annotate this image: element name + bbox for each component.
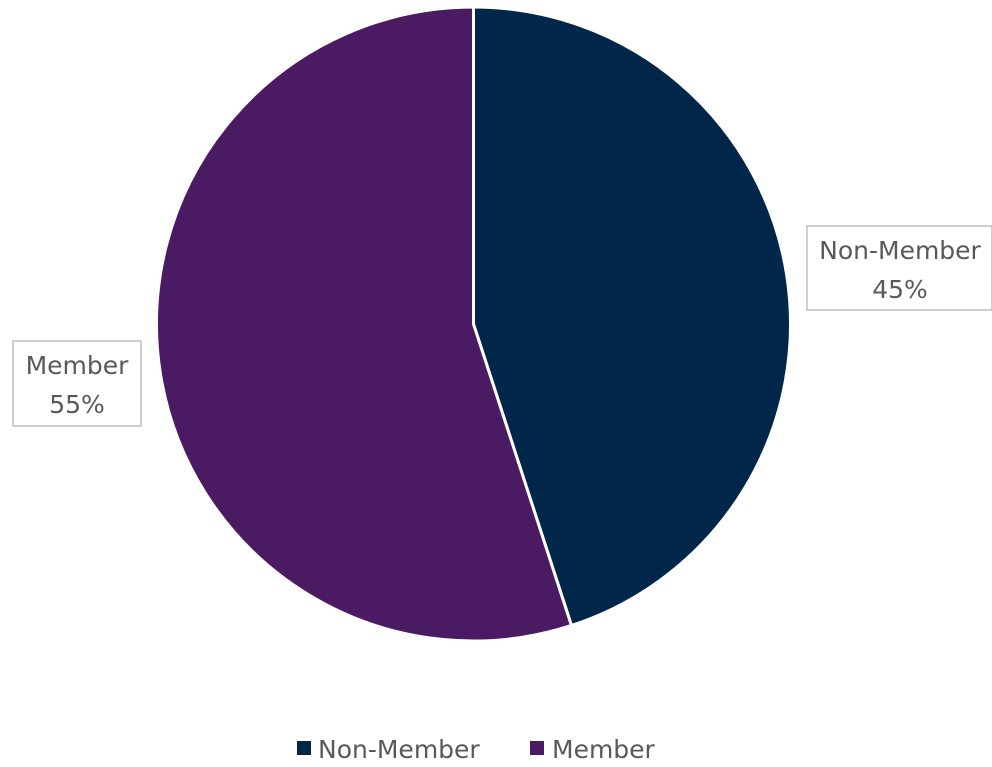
- legend-label-non-member: Non-Member: [318, 735, 480, 764]
- legend-swatch-non-member: [297, 741, 311, 755]
- data-label-non-member-box: [806, 225, 992, 311]
- data-label-member-category: Member: [26, 351, 130, 380]
- legend-label-member: Member: [552, 735, 656, 764]
- data-label-member: Member 55%: [12, 340, 142, 427]
- data-label-non-member-value: 45%: [872, 275, 928, 304]
- pie-slice-member: [155, 5, 573, 643]
- data-label-non-member-category: Non-Member: [819, 236, 981, 265]
- data-label-non-member: Non-Member 45%: [806, 225, 992, 311]
- legend-item-member: Member: [530, 735, 656, 764]
- pie-slice-non-member: [472, 5, 792, 627]
- data-label-member-box: [12, 340, 142, 427]
- legend-swatch-member: [530, 741, 544, 755]
- legend-item-non-member: Non-Member: [297, 735, 480, 764]
- pie-slices: [155, 5, 792, 643]
- legend: Non-Member Member: [297, 735, 656, 764]
- data-label-member-value: 55%: [49, 390, 105, 419]
